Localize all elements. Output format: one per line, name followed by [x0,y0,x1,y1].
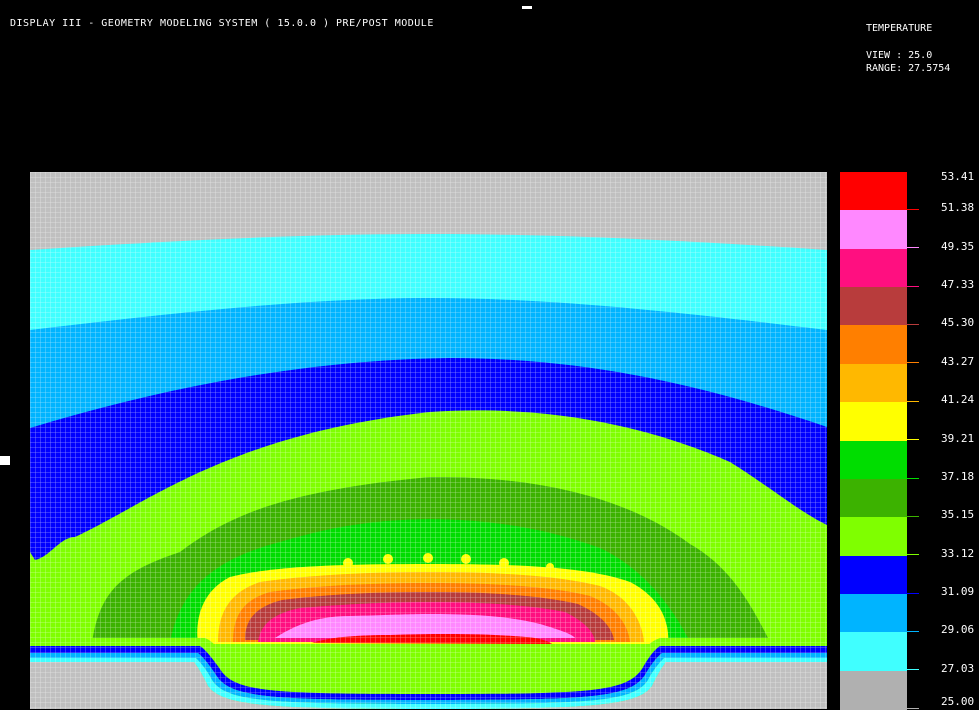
legend-label: 49.35 [941,240,975,253]
legend-tick [907,669,919,670]
legend-label: 37.18 [941,470,975,483]
legend-label: 33.12 [941,547,975,560]
info-panel: TEMPERATURE VIEW : 25.0 RANGE: 27.5754 [866,22,950,75]
legend-swatch [840,172,907,211]
legend-label: 25.00 [941,695,975,708]
variable-name: TEMPERATURE [866,23,933,34]
legend-swatch [840,594,907,633]
legend-tick [907,247,919,248]
legend-tick [907,516,919,517]
legend-label: 43.27 [941,355,975,368]
legend-swatch [840,325,907,364]
legend-swatch [840,402,907,441]
legend-tick [907,401,919,402]
legend-label: 45.30 [941,316,975,329]
legend-swatch [840,287,907,326]
legend-tick [907,324,919,325]
legend-swatch [840,249,907,288]
mesh-grid [30,172,827,709]
color-legend: 53.41 51.38 49.35 47.33 45.30 43.27 41.24 39.21… [840,170,979,710]
legend-swatch [840,479,907,518]
legend-label: 29.06 [941,623,975,636]
legend-swatch [840,632,907,671]
contour-plot[interactable] [30,172,827,709]
legend-tick [907,631,919,632]
legend-tick [907,478,919,479]
legend-tick [907,362,919,363]
legend-label: 53.41 [941,170,975,183]
legend-label: 51.38 [941,201,975,214]
legend-label: 27.03 [941,662,975,675]
range-value: RANGE: 27.5754 [866,63,951,74]
legend-swatch [840,441,907,480]
legend-swatch [840,210,907,249]
legend-label: 47.33 [941,278,975,291]
legend-label: 41.24 [941,393,975,406]
view-value: VIEW : 25.0 [866,50,933,61]
legend-tick [907,554,919,555]
legend-label: 31.09 [941,585,975,598]
legend-swatch [840,671,907,710]
legend-tick [907,593,919,594]
legend-tick [907,286,919,287]
legend-label: 35.15 [941,508,975,521]
window-title: DISPLAY III - GEOMETRY MODELING SYSTEM (… [10,18,434,29]
left-edge-marker [0,456,10,465]
legend-tick [907,209,919,210]
legend-label: 39.21 [941,432,975,445]
top-edge-marker [522,6,532,9]
legend-swatch [840,517,907,556]
legend-swatch [840,364,907,403]
legend-tick [907,439,919,440]
legend-swatch [840,556,907,595]
contour-plot-svg [30,172,827,709]
